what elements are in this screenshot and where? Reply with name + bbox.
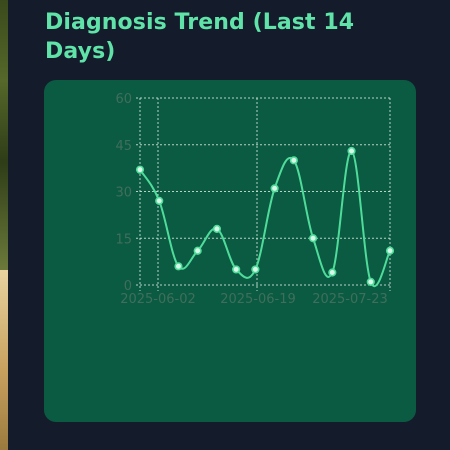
data-point[interactable] — [251, 265, 260, 274]
data-point[interactable] — [174, 262, 183, 271]
y-tick-label: 45 — [115, 139, 132, 154]
chart-grid — [136, 97, 391, 291]
x-tick-label: 2025-06-19 — [220, 292, 296, 307]
y-axis-ticks: 0 15 30 45 60 — [115, 92, 132, 294]
data-point[interactable] — [289, 156, 298, 165]
data-point[interactable] — [193, 246, 202, 255]
chart-title: Diagnosis Trend (Last 14 Days) — [45, 10, 355, 64]
background-photo-strip — [0, 0, 8, 450]
data-point[interactable] — [366, 277, 375, 286]
data-point[interactable] — [328, 268, 337, 277]
chart-card — [44, 80, 416, 422]
x-tick-label: 2025-06-02 — [120, 292, 196, 307]
data-point[interactable] — [232, 265, 241, 274]
y-tick-label: 0 — [124, 279, 132, 294]
data-point[interactable] — [385, 246, 395, 255]
data-point[interactable] — [347, 146, 356, 156]
background-photo-bottom — [0, 270, 8, 450]
y-tick-label: 60 — [115, 92, 132, 107]
x-axis-ticks: 2025-06-02 2025-06-19 2025-07-23 — [120, 292, 388, 307]
y-tick-label: 30 — [115, 186, 132, 201]
data-point[interactable] — [135, 165, 145, 174]
data-point[interactable] — [270, 184, 279, 193]
x-tick-label: 2025-07-23 — [312, 292, 388, 307]
y-tick-label: 15 — [115, 232, 132, 247]
data-point[interactable] — [308, 234, 318, 243]
data-points — [135, 146, 395, 286]
data-point[interactable] — [155, 196, 164, 205]
data-point[interactable] — [212, 224, 222, 233]
background-photo-top — [0, 0, 8, 270]
